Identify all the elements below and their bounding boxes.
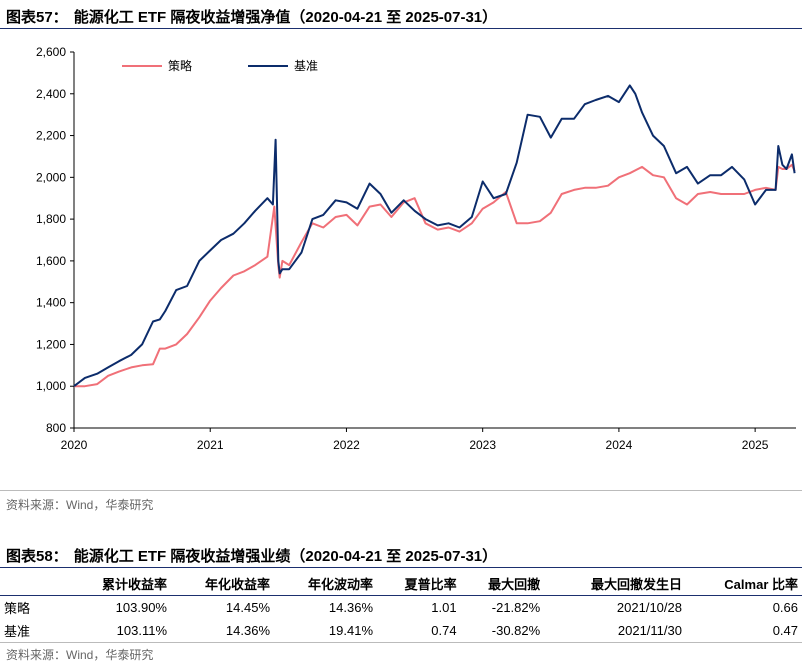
table-row: 基准 103.11% 14.36% 19.41% 0.74 -30.82% 20… xyxy=(0,619,802,642)
y-tick-label: 1,400 xyxy=(36,296,66,310)
figure2-title-text: 能源化工 ETF 隔夜收益增强业绩（2020-04-21 至 2025-07-3… xyxy=(73,548,498,565)
table-header-cell: 年化波动率 xyxy=(307,577,373,592)
figure2-label: 图表58： xyxy=(6,548,68,565)
y-tick-label: 2,200 xyxy=(36,129,66,143)
table-cell: 103.90% xyxy=(115,600,167,615)
table-row: 策略 103.90% 14.45% 14.36% 1.01 -21.82% 20… xyxy=(0,596,802,620)
table-row-name: 策略 xyxy=(4,601,31,616)
table-row-name: 基准 xyxy=(4,624,31,639)
x-tick-label: 2021 xyxy=(197,438,224,452)
performance-table: 累计收益率 年化收益率 年化波动率 夏普比率 最大回撤 最大回撤发生日 Calm… xyxy=(0,572,802,642)
figure2-title: 图表58： 能源化工 ETF 隔夜收益增强业绩（2020-04-21 至 2025… xyxy=(6,545,497,566)
table-cell: 2021/10/28 xyxy=(616,600,682,615)
table-cell: 0.66 xyxy=(772,600,798,615)
y-tick-label: 1,600 xyxy=(36,254,66,268)
y-tick-label: 2,600 xyxy=(36,45,66,59)
chart-axes: 800 1,000 1,200 1,400 1,600 1,800 2,000 2,200 2,… xyxy=(36,45,796,452)
table-cell: 14.45% xyxy=(225,600,270,615)
x-tick-label: 2023 xyxy=(469,438,496,452)
figure1-label: 图表57： xyxy=(6,9,68,26)
figure2-source: 资料来源：Wind，华泰研究 xyxy=(6,648,154,662)
figure1-source: 资料来源：Wind，华泰研究 xyxy=(6,498,154,512)
chart-legend: 策略 基准 xyxy=(122,58,318,73)
legend-label: 基准 xyxy=(294,59,318,73)
y-tick-label: 2,400 xyxy=(36,87,66,101)
chart-series xyxy=(73,84,796,388)
x-tick-label: 2020 xyxy=(61,438,88,452)
table-cell: 14.36% xyxy=(225,623,270,638)
figure2-title-rule xyxy=(0,567,802,568)
figure2-source-rule xyxy=(0,642,802,643)
table-header-cell: 最大回撤发生日 xyxy=(590,577,682,592)
table-cell: -30.82% xyxy=(491,623,541,638)
x-tick-label: 2022 xyxy=(333,438,360,452)
table-cell: 19.41% xyxy=(328,623,373,638)
table-header-cell xyxy=(0,572,68,596)
table-header-cell: Calmar 比率 xyxy=(724,577,798,592)
y-tick-label: 1,200 xyxy=(36,337,66,351)
y-tick-label: 1,800 xyxy=(36,212,66,226)
y-tick-label: 800 xyxy=(46,421,66,435)
table-cell: 0.47 xyxy=(772,623,798,638)
table-header-cell: 最大回撤 xyxy=(488,577,541,592)
series-line-strategy xyxy=(74,163,796,388)
y-tick-label: 1,000 xyxy=(36,379,66,393)
table-header-cell: 年化收益率 xyxy=(204,577,270,592)
table-header-cell: 夏普比率 xyxy=(404,577,457,592)
nav-line-chart: 800 1,000 1,200 1,400 1,600 1,800 2,000 2,200 2,… xyxy=(36,45,796,452)
table-header-cell: 累计收益率 xyxy=(101,577,167,592)
table-header-row: 累计收益率 年化收益率 年化波动率 夏普比率 最大回撤 最大回撤发生日 Calm… xyxy=(0,572,802,596)
table-cell: 0.74 xyxy=(431,623,457,638)
series-line-benchmark xyxy=(73,84,796,387)
figure1-title-text: 能源化工 ETF 隔夜收益增强净值（2020-04-21 至 2025-07-3… xyxy=(73,9,498,26)
legend-label: 策略 xyxy=(168,58,192,73)
figure1-title: 图表57： 能源化工 ETF 隔夜收益增强净值（2020-04-21 至 2025… xyxy=(6,6,497,27)
table-cell: 14.36% xyxy=(328,600,373,615)
table-cell: 2021/11/30 xyxy=(617,623,682,638)
x-tick-label: 2025 xyxy=(742,438,769,452)
x-tick-label: 2024 xyxy=(606,438,633,452)
y-tick-label: 2,000 xyxy=(36,170,66,184)
table-cell: 1.01 xyxy=(431,600,457,615)
figure1-title-rule xyxy=(0,28,802,29)
figure1-source-rule xyxy=(0,490,802,491)
table-cell: -21.82% xyxy=(491,600,541,615)
table-cell: 103.11% xyxy=(116,623,167,638)
